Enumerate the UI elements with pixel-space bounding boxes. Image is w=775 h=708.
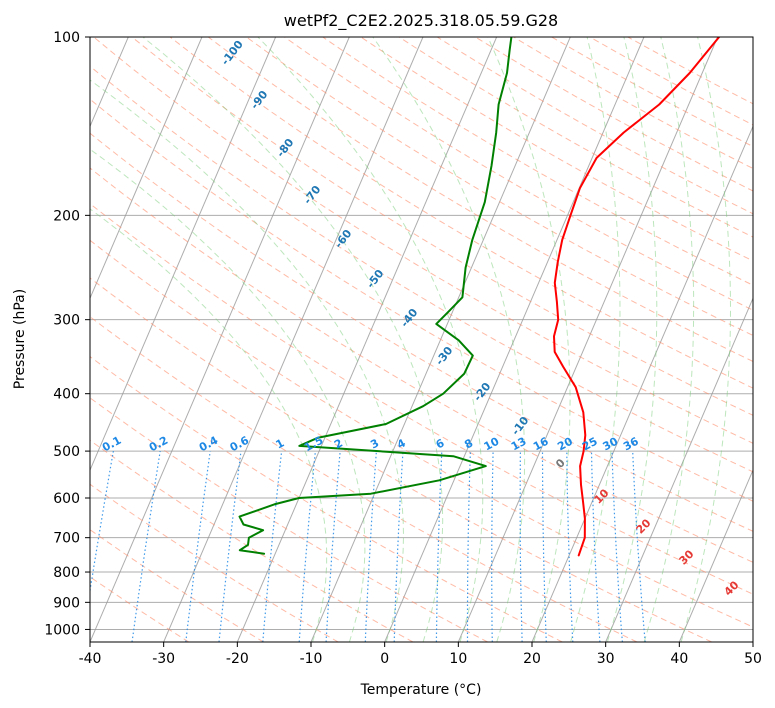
isotherm-line [90,37,277,472]
isotherm-line [384,37,645,642]
y-tick-label: 300 [53,313,80,329]
isotherm-line [605,296,753,642]
x-tick-label: 10 [449,651,467,667]
y-tick-label: 600 [53,491,80,507]
x-tick-label: 40 [670,651,688,667]
x-tick-label: 0 [380,651,389,667]
moist-adiabat-line [643,37,695,642]
dry-adiabat-line [131,37,753,416]
x-tick-label: -10 [300,651,323,667]
isotherm-line [163,37,424,642]
mixing-ratio-label: 25 [580,435,600,454]
moist-adiabat-line [90,208,328,642]
y-tick-label: 700 [53,531,80,547]
isotherm-line [457,37,719,642]
moist-adiabat-line [487,37,571,642]
dry-adiabat-line [207,37,753,363]
moist-adiabat-line [570,37,621,642]
dry-adiabat-line [90,239,753,628]
y-tick-label: 200 [53,208,80,224]
mixing-ratio-label: 20 [555,435,575,454]
plot-frame [89,36,754,643]
isotherm-line [90,37,203,300]
chart-title: wetPf2_C2E2.2025.318.05.59.G28 [284,11,558,31]
mixing-ratio-label: 13 [509,435,529,454]
mixing-ratio-line [90,450,114,595]
x-tick-label: 20 [523,651,541,667]
dry-adiabat-line [90,98,753,502]
y-tick-label: 100 [53,30,80,46]
moist-adiabat-line [90,148,366,642]
moist-adiabat-line [257,37,484,642]
dry-adiabat-line [169,37,753,389]
mixing-ratio-label: 10 [482,435,502,454]
dry-adiabat-line [90,132,753,532]
y-tick-label: 900 [53,595,80,611]
x-tick-label: 50 [744,651,762,667]
moist-adiabat-line [90,79,405,642]
line-labels: 0.1 0.2 0.4 0.6 1 1.5 2 3 4 6 8 10 13 16 20 25 30 36-100-… [100,38,742,599]
x-tick-label: -30 [152,651,175,667]
y-tick-label: 1000 [44,622,80,638]
dry-adiabat-line [90,65,753,473]
moist-adiabat-line [606,37,658,642]
dry-adiabat-line [90,167,753,563]
profile-lines [238,37,721,557]
moist-adiabat-line [680,37,732,642]
dry-adiabat-line [90,483,339,642]
isotherm-line [531,125,753,642]
dry-adiabat-line [90,439,414,642]
moist-adiabat-line [372,37,526,642]
dry-adiabat-line [90,316,638,642]
mixing-ratio-label: 30 [601,435,621,454]
x-axis-label: Temperature (°C) [360,682,482,698]
dry-adiabat-line [90,203,753,595]
dry-adiabat-line [90,356,563,642]
y-tick-label: 500 [53,444,80,460]
x-tick-label: -40 [79,651,102,667]
background-lines [90,37,753,642]
y-axis-ticks: 100 200 300 400 500 600 700 800 900 1000 [44,30,90,638]
dewpoint-profile-line [238,37,513,555]
x-tick-label: 30 [597,651,615,667]
x-axis-ticks: -40 -30 -20 -10 0 10 20 30 40 50 [79,642,762,667]
mixing-ratio-label: 16 [531,435,551,454]
mixing-ratio-label: 36 [621,435,641,454]
dry-adiabat-line [93,37,753,444]
mixing-ratio-line [131,451,161,642]
x-tick-label: -20 [226,651,249,667]
dry-adiabat-line [551,37,753,148]
y-tick-label: 400 [53,387,80,403]
isotherm-line [236,37,498,642]
y-tick-label: 800 [53,565,80,581]
isotherm-line [678,468,753,642]
y-axis-label: Pressure (hPa) [12,289,28,389]
mixing-ratio-line [185,451,211,642]
mixing-ratio-line [218,451,242,642]
isotherm-line [90,37,350,642]
moist-adiabat-line [142,37,444,642]
temperature-profile-line [553,37,721,557]
